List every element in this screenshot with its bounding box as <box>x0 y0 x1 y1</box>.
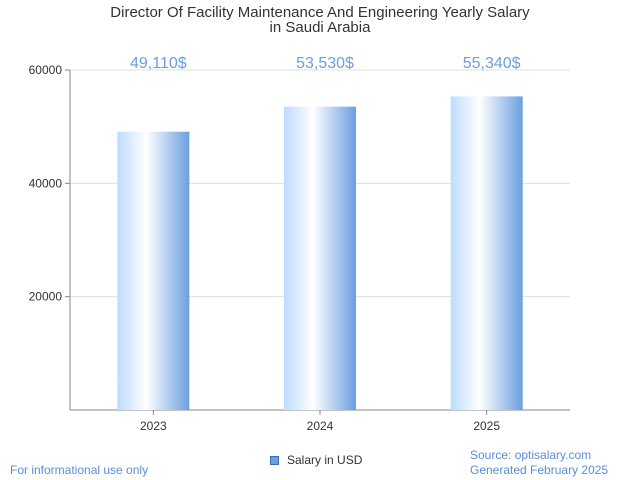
y-tick-label: 60000 <box>29 63 63 77</box>
x-tick-label-2024: 2024 <box>307 419 334 433</box>
data-label-2023: 49,110$ <box>130 55 187 72</box>
x-tick-label-2023: 2023 <box>140 419 167 433</box>
bar-2023 <box>117 131 190 410</box>
footer-source[interactable]: Source: optisalary.com <box>470 448 592 462</box>
data-label-2024: 53,530$ <box>296 55 354 72</box>
labels: 20000 40000 60000 2023 49,110$ 2024 53,530$ 202… <box>29 55 521 433</box>
bar-2025 <box>450 96 523 410</box>
y-tick-label: 40000 <box>29 176 63 190</box>
x-tick-label-2025: 2025 <box>473 419 500 433</box>
y-tick-label: 20000 <box>29 290 63 304</box>
legend-label: Salary in USD <box>287 453 363 467</box>
data-label-2025: 55,340$ <box>463 55 521 72</box>
bar-2024 <box>284 106 356 410</box>
chart-title-line-2: in Saudi Arabia <box>269 19 371 36</box>
chart-title-line-1: Director Of Facility Maintenance And Eng… <box>110 4 530 21</box>
footer-generated: Generated February 2025 <box>470 463 609 477</box>
legend-swatch <box>270 455 279 465</box>
bars <box>117 96 523 410</box>
legend[interactable]: Salary in USD <box>270 452 362 468</box>
footer-disclaimer: For informational use only <box>10 463 149 477</box>
